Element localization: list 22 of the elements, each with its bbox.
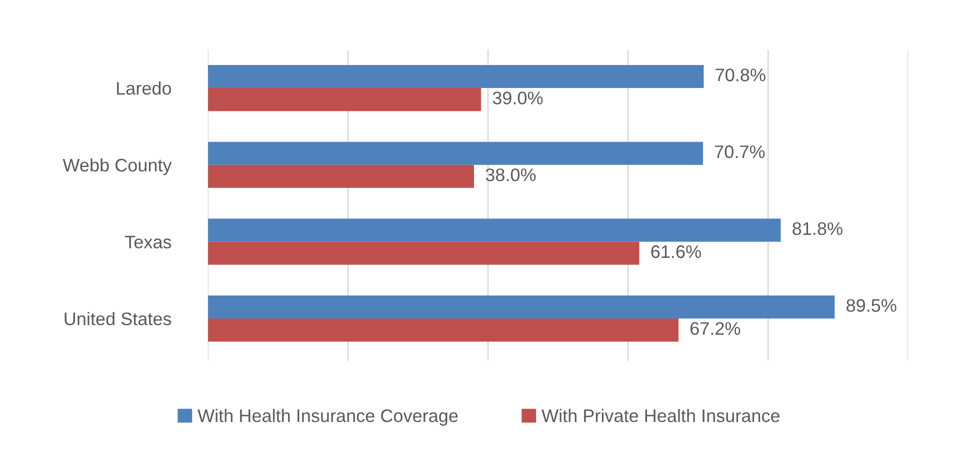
bar [208, 88, 481, 112]
data-label: 67.2% [690, 322, 740, 335]
data-label: 81.8% [792, 222, 842, 236]
y-tick-label: United States [64, 312, 172, 326]
bar [208, 318, 678, 342]
data-label: 89.5% [846, 299, 896, 312]
bar [208, 218, 781, 242]
legend-label: With Private Health Insurance [542, 408, 780, 422]
y-tick-label: Texas [125, 236, 172, 248]
data-label: 70.8% [716, 68, 766, 82]
data-label: 61.6% [651, 245, 701, 258]
bar [208, 64, 704, 88]
data-label: 70.7% [715, 145, 765, 158]
y-tick-label: Laredo [117, 81, 172, 95]
data-label: 38.0% [486, 168, 536, 182]
y-tick-label: Webb County [62, 158, 172, 176]
bar [208, 142, 703, 165]
bar [208, 242, 640, 265]
bar [208, 295, 835, 319]
bar [208, 164, 474, 188]
data-label: 39.0% [492, 92, 543, 104]
legend-label: With Health Insurance Coverage [198, 408, 458, 426]
